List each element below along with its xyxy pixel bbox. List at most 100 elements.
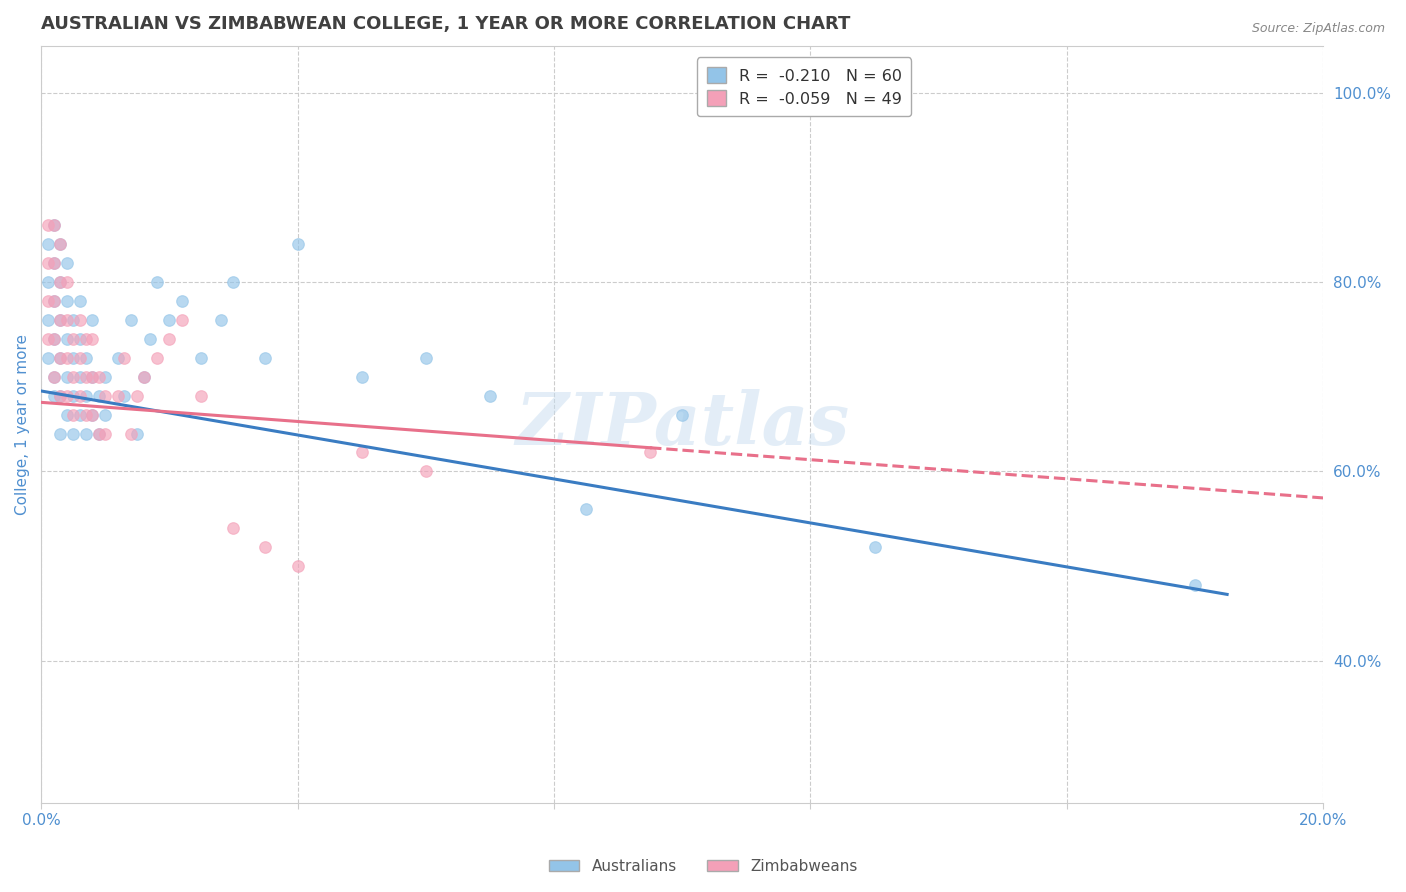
Point (37, 294, 59, 309)
Point (87, 426, 110, 441)
Point (62, 313, 84, 327)
Point (190, 351, 212, 365)
Point (55, 389, 77, 403)
Point (94, 408, 117, 422)
Point (49, 426, 72, 441)
Point (107, 389, 129, 403)
Point (75, 408, 97, 422)
Point (1184, 578, 1206, 592)
Y-axis label: College, 1 year or more: College, 1 year or more (15, 334, 30, 515)
Legend: R =  -0.210   N = 60, R =  -0.059   N = 49: R = -0.210 N = 60, R = -0.059 N = 49 (697, 57, 911, 116)
Point (62, 351, 84, 365)
Point (55, 351, 77, 365)
Point (82, 408, 104, 422)
Point (350, 445, 373, 459)
Point (157, 332, 180, 346)
Point (863, 540, 886, 554)
Point (75, 389, 97, 403)
Point (107, 351, 129, 365)
Point (49, 313, 72, 327)
Point (49, 313, 72, 327)
Point (139, 332, 162, 346)
Text: Source: ZipAtlas.com: Source: ZipAtlas.com (1251, 22, 1385, 36)
Point (120, 426, 142, 441)
Point (49, 351, 72, 365)
Point (37, 332, 59, 346)
Point (49, 237, 72, 252)
Point (42, 294, 65, 309)
Point (42, 332, 65, 346)
Point (254, 351, 277, 365)
Point (55, 369, 77, 384)
Point (69, 389, 91, 403)
Point (69, 408, 91, 422)
Point (82, 313, 104, 327)
Point (82, 408, 104, 422)
Point (157, 313, 180, 327)
Point (172, 294, 194, 309)
Point (127, 426, 149, 441)
Point (62, 369, 84, 384)
Point (114, 351, 136, 365)
Point (415, 351, 437, 365)
Legend: Australians, Zimbabweans: Australians, Zimbabweans (543, 853, 863, 880)
Point (82, 332, 104, 346)
Point (49, 389, 72, 403)
Point (94, 389, 117, 403)
Point (42, 369, 65, 384)
Point (127, 389, 149, 403)
Point (132, 369, 155, 384)
Point (62, 332, 84, 346)
Point (222, 521, 245, 535)
Point (145, 351, 167, 365)
Point (37, 219, 59, 233)
Point (42, 369, 65, 384)
Point (42, 294, 65, 309)
Point (42, 219, 65, 233)
Point (69, 313, 91, 327)
Point (49, 275, 72, 289)
Point (37, 256, 59, 270)
Point (87, 369, 110, 384)
Point (287, 237, 309, 252)
Point (42, 332, 65, 346)
Point (37, 237, 59, 252)
Point (62, 408, 84, 422)
Point (638, 445, 661, 459)
Point (69, 294, 91, 309)
Point (82, 369, 104, 384)
Point (94, 369, 117, 384)
Point (37, 275, 59, 289)
Point (37, 313, 59, 327)
Point (55, 408, 77, 422)
Text: AUSTRALIAN VS ZIMBABWEAN COLLEGE, 1 YEAR OR MORE CORRELATION CHART: AUSTRALIAN VS ZIMBABWEAN COLLEGE, 1 YEAR… (41, 15, 851, 33)
Point (350, 369, 373, 384)
Point (172, 313, 194, 327)
Point (42, 256, 65, 270)
Point (55, 294, 77, 309)
Point (478, 389, 501, 403)
Point (49, 237, 72, 252)
Point (209, 313, 232, 327)
Point (75, 426, 97, 441)
Point (254, 540, 277, 554)
Point (55, 332, 77, 346)
Point (49, 389, 72, 403)
Point (87, 426, 110, 441)
Point (190, 389, 212, 403)
Point (75, 351, 97, 365)
Point (69, 351, 91, 365)
Point (62, 426, 84, 441)
Point (69, 332, 91, 346)
Point (145, 275, 167, 289)
Point (55, 313, 77, 327)
Point (49, 351, 72, 365)
Point (94, 426, 117, 441)
Point (87, 389, 110, 403)
Point (55, 275, 77, 289)
Point (82, 369, 104, 384)
Point (69, 369, 91, 384)
Point (287, 559, 309, 574)
Point (222, 275, 245, 289)
Point (120, 313, 142, 327)
